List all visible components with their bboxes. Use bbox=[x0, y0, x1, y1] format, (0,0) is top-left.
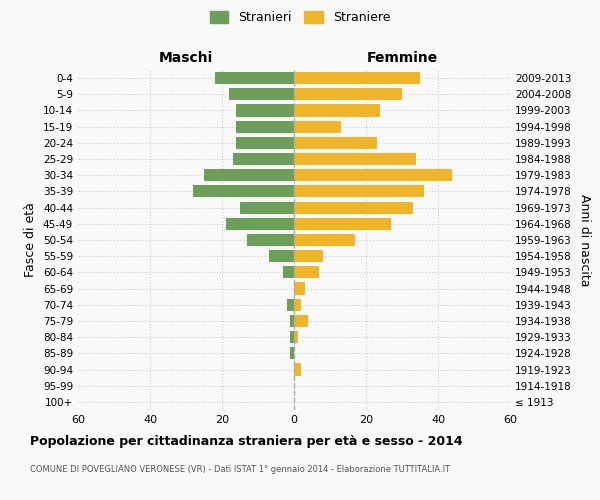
Bar bbox=[269, 250, 294, 262]
Bar bbox=[294, 218, 391, 230]
Bar bbox=[290, 331, 294, 343]
Bar bbox=[294, 298, 301, 311]
Bar bbox=[294, 282, 305, 294]
Bar bbox=[290, 348, 294, 360]
Text: Maschi: Maschi bbox=[159, 51, 213, 65]
Bar bbox=[236, 120, 294, 132]
Text: Popolazione per cittadinanza straniera per età e sesso - 2014: Popolazione per cittadinanza straniera p… bbox=[30, 435, 463, 448]
Y-axis label: Fasce di età: Fasce di età bbox=[25, 202, 37, 278]
Bar bbox=[294, 120, 341, 132]
Bar bbox=[226, 218, 294, 230]
Y-axis label: Anni di nascita: Anni di nascita bbox=[578, 194, 591, 286]
Bar bbox=[229, 88, 294, 101]
Bar bbox=[247, 234, 294, 246]
Bar bbox=[283, 266, 294, 278]
Bar bbox=[294, 104, 380, 117]
Bar bbox=[294, 186, 424, 198]
Bar bbox=[294, 137, 377, 149]
Bar bbox=[215, 72, 294, 84]
Bar bbox=[294, 88, 402, 101]
Bar bbox=[294, 250, 323, 262]
Bar bbox=[236, 104, 294, 117]
Bar bbox=[233, 153, 294, 165]
Bar bbox=[204, 169, 294, 181]
Bar bbox=[294, 169, 452, 181]
Text: COMUNE DI POVEGLIANO VERONESE (VR) - Dati ISTAT 1° gennaio 2014 - Elaborazione T: COMUNE DI POVEGLIANO VERONESE (VR) - Dat… bbox=[30, 465, 450, 474]
Bar bbox=[287, 298, 294, 311]
Legend: Stranieri, Straniere: Stranieri, Straniere bbox=[209, 11, 391, 24]
Bar bbox=[294, 234, 355, 246]
Bar bbox=[294, 153, 416, 165]
Text: Femmine: Femmine bbox=[367, 51, 437, 65]
Bar bbox=[294, 331, 298, 343]
Bar bbox=[193, 186, 294, 198]
Bar bbox=[236, 137, 294, 149]
Bar bbox=[294, 266, 319, 278]
Bar bbox=[290, 315, 294, 327]
Bar bbox=[294, 364, 301, 376]
Bar bbox=[294, 315, 308, 327]
Bar bbox=[240, 202, 294, 213]
Bar bbox=[294, 202, 413, 213]
Bar bbox=[294, 72, 420, 84]
